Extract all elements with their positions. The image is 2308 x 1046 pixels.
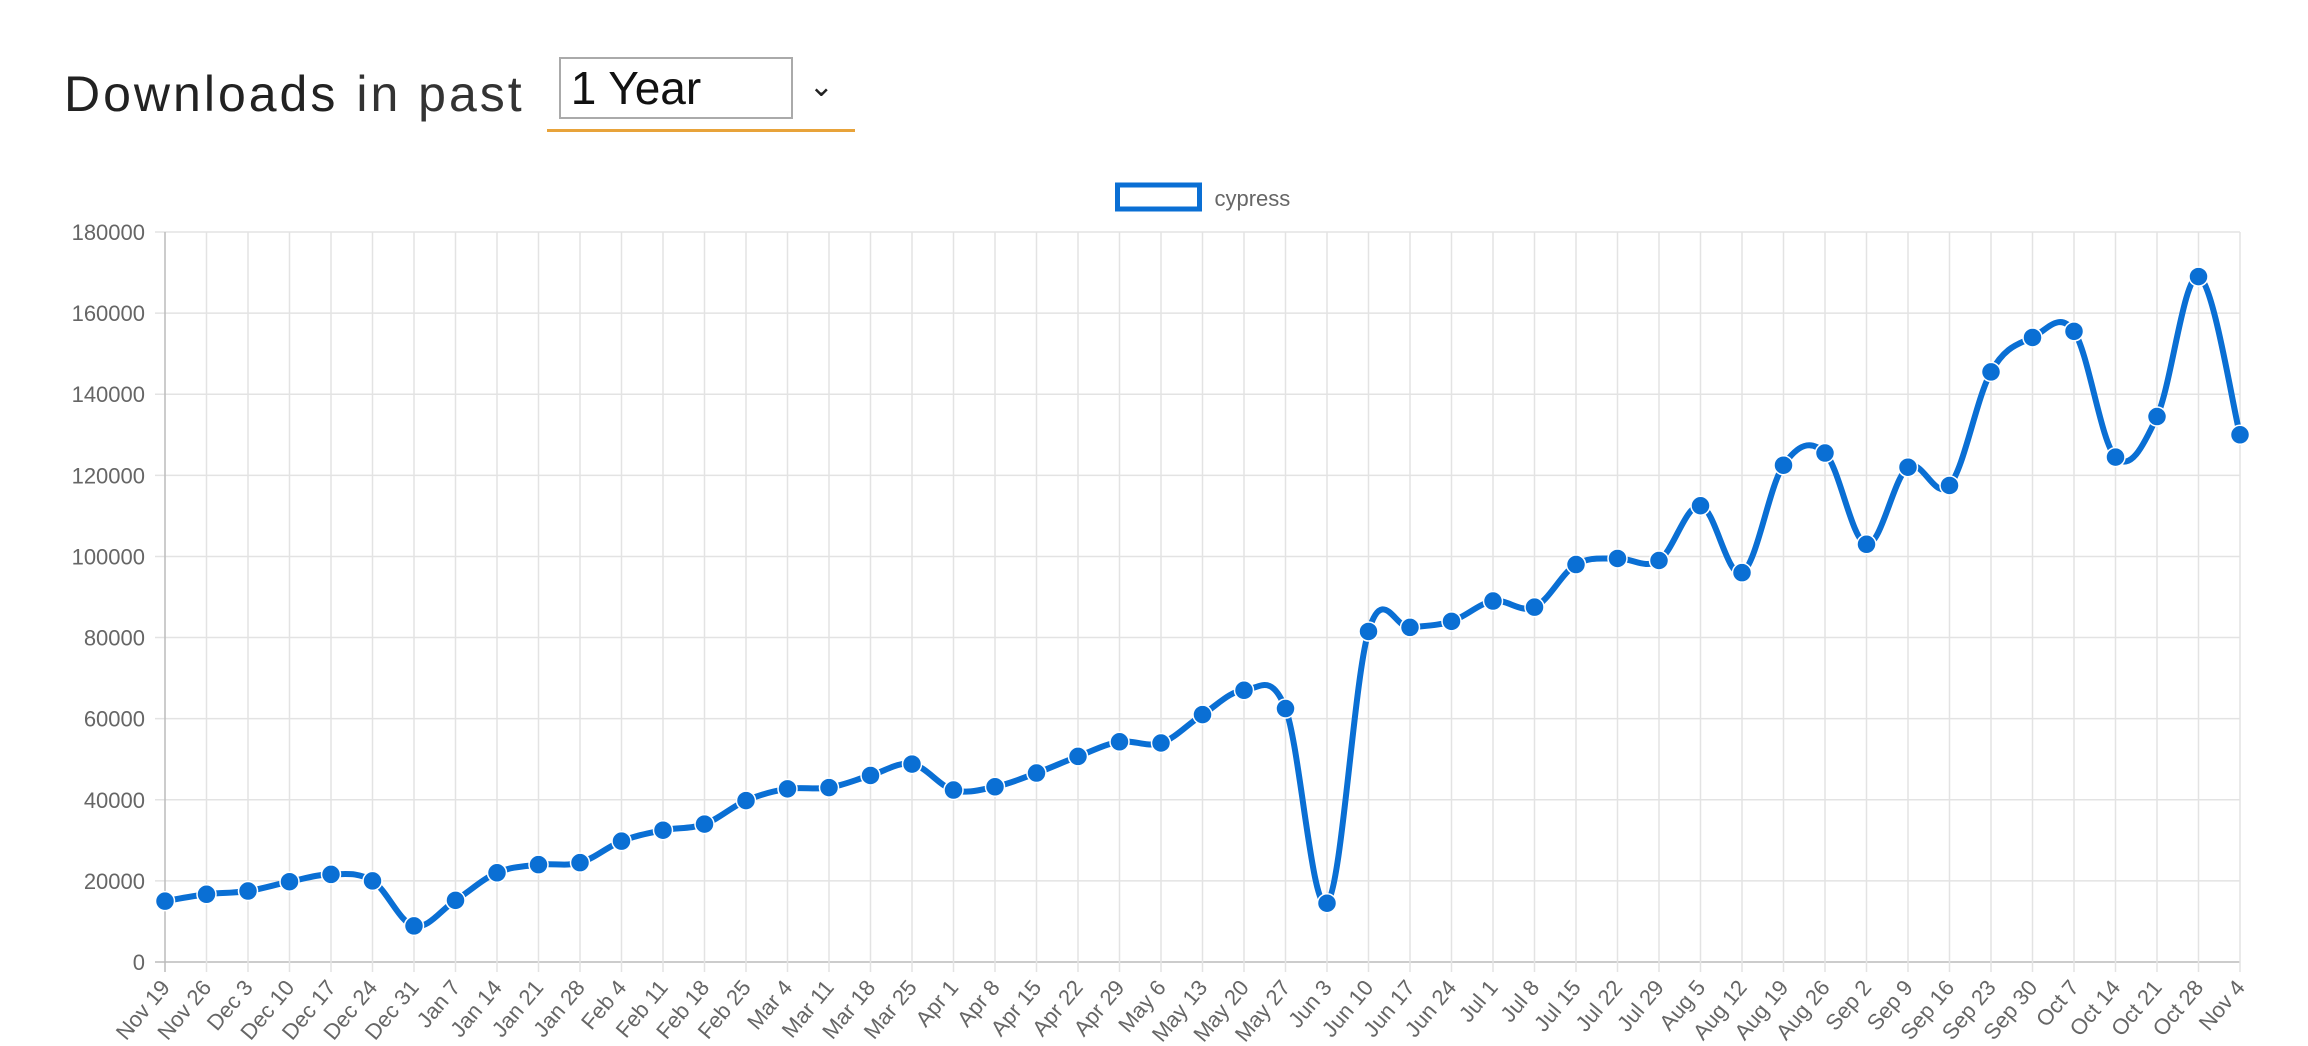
data-point[interactable]	[2188, 266, 2209, 287]
data-point[interactable]	[486, 862, 508, 884]
legend-label-cypress[interactable]: cypress	[1215, 186, 1291, 211]
y-tick-label: 0	[133, 950, 145, 975]
data-point[interactable]	[611, 830, 632, 852]
y-tick-label: 60000	[84, 707, 145, 732]
x-tick-label: Apr 1	[910, 975, 963, 1031]
data-point[interactable]	[1773, 454, 1794, 476]
y-tick-label: 160000	[72, 301, 145, 326]
data-point[interactable]	[362, 870, 383, 892]
data-point[interactable]	[1026, 762, 1047, 784]
y-tick-label: 80000	[84, 626, 145, 651]
y-tick-label: 140000	[72, 382, 145, 407]
data-point[interactable]	[2063, 321, 2085, 342]
data-point[interactable]	[279, 871, 300, 892]
legend-swatch-cypress[interactable]	[1115, 182, 1202, 212]
data-point[interactable]	[1731, 562, 1753, 583]
data-point[interactable]	[1856, 534, 1877, 555]
data-point[interactable]	[1109, 731, 1130, 753]
header-subtitle: in past	[356, 66, 525, 122]
data-point[interactable]	[2022, 327, 2043, 348]
data-point[interactable]	[1233, 680, 1255, 701]
data-point[interactable]	[1441, 611, 1462, 632]
downloads-header: Downloads in past 1 Year ⌄	[64, 54, 855, 134]
data-point[interactable]	[1814, 442, 1836, 464]
data-point[interactable]	[777, 778, 798, 800]
header-title: Downloads	[64, 66, 339, 122]
x-tick-label: Nov 4	[2194, 975, 2250, 1035]
data-point[interactable]	[403, 915, 425, 937]
data-point[interactable]	[1939, 475, 1960, 496]
y-tick-label: 40000	[84, 788, 145, 813]
data-point[interactable]	[237, 880, 259, 902]
x-tick-label: Jul 29	[1612, 975, 1669, 1036]
data-point[interactable]	[1358, 621, 1379, 642]
x-tick-label: Jul 1	[1454, 975, 1503, 1027]
data-point[interactable]	[2105, 446, 2126, 468]
data-point[interactable]	[1565, 554, 1587, 575]
data-point[interactable]	[2146, 406, 2168, 427]
data-point[interactable]	[1482, 590, 1504, 612]
chevron-down-icon[interactable]: ⌄	[808, 69, 834, 103]
period-select[interactable]: 1 Year ⌄	[546, 56, 855, 132]
chart-grid	[155, 231, 2241, 972]
data-point[interactable]	[652, 819, 674, 841]
data-point[interactable]	[1648, 550, 1670, 571]
data-point[interactable]	[943, 779, 964, 801]
data-point[interactable]	[1980, 361, 2002, 383]
data-point[interactable]	[320, 864, 342, 885]
data-point[interactable]	[1607, 548, 1628, 569]
data-point[interactable]	[1192, 704, 1213, 725]
data-point[interactable]	[154, 890, 176, 912]
data-point[interactable]	[818, 777, 840, 798]
data-point[interactable]	[694, 813, 715, 835]
y-tick-label: 120000	[72, 463, 145, 488]
data-point[interactable]	[1690, 495, 1711, 516]
chart-legend: cypress	[1115, 182, 1291, 212]
data-point[interactable]	[2229, 424, 2251, 446]
y-tick-label: 100000	[72, 544, 145, 569]
y-tick-label: 20000	[84, 869, 145, 894]
data-point[interactable]	[1067, 746, 1089, 767]
data-point[interactable]	[1150, 732, 1172, 754]
period-select-value[interactable]: 1 Year	[558, 56, 793, 119]
data-point[interactable]	[1897, 456, 1919, 478]
data-point[interactable]	[196, 884, 217, 905]
data-point[interactable]	[1399, 617, 1421, 638]
data-point[interactable]	[1316, 892, 1338, 914]
data-point[interactable]	[901, 753, 923, 775]
data-point[interactable]	[735, 790, 757, 811]
data-point[interactable]	[1275, 698, 1296, 719]
data-point[interactable]	[445, 890, 466, 911]
x-tick-label: Sep 2	[1820, 975, 1876, 1035]
data-point[interactable]	[984, 776, 1006, 798]
data-point[interactable]	[528, 854, 549, 875]
y-tick-label: 180000	[72, 220, 145, 245]
data-point[interactable]	[1524, 596, 1545, 618]
data-point[interactable]	[569, 852, 591, 873]
data-point[interactable]	[860, 765, 881, 786]
y-axis: 0 20000 40000 60000 80000 100000 120000 140000 1…	[72, 220, 145, 975]
series-points-cypress	[154, 266, 2251, 937]
